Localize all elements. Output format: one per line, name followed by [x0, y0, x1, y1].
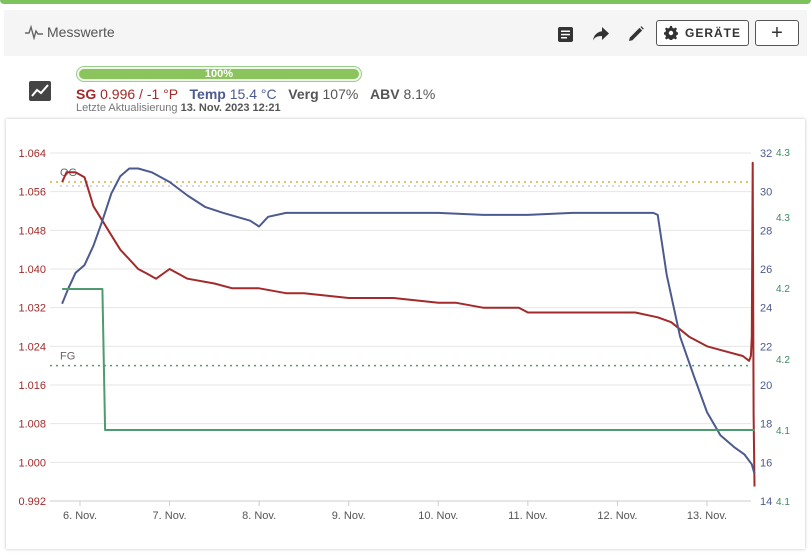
abv-label: ABV — [370, 86, 400, 102]
chart-line-icon — [29, 81, 51, 101]
toolbar-title: Messwerte — [47, 24, 115, 40]
y-right-temp-tick-label: 30 — [760, 187, 772, 199]
notes-button[interactable] — [554, 23, 576, 45]
y-right-temp-tick-label: 16 — [760, 457, 772, 469]
last-updated: Letzte Aktualisierung 13. Nov. 2023 12:2… — [76, 102, 281, 114]
top-accent-bar — [0, 0, 811, 4]
readings-line: SG 0.996 / -1 °P Temp 15.4 °C Verg 107% … — [76, 86, 435, 102]
sg-value: 0.996 / -1 °P — [100, 86, 178, 102]
devices-label: GERÄTE — [684, 26, 741, 40]
temp-value: 15.4 °C — [229, 86, 277, 102]
edit-button[interactable] — [625, 23, 647, 45]
y-right-temp-tick-label: 14 — [760, 496, 772, 508]
progress-fill — [79, 69, 359, 79]
toolbar: Messwerte GERÄTE + — [4, 10, 807, 56]
share-button[interactable] — [590, 23, 612, 45]
chart-card: 1.064 1.056 1.048 1.040 1.032 1.024 1.016 1.008… — [6, 119, 805, 549]
y-right-battery-tick-label: 4.3 — [776, 213, 790, 224]
attenuation-value: 107% — [322, 86, 359, 102]
last-updated-value: 13. Nov. 2023 12:21 — [180, 102, 281, 114]
x-tick-label: 9. Nov. — [332, 510, 366, 522]
y-left-tick-label: 1.040 — [18, 264, 46, 276]
series-line-sg — [61, 161, 756, 487]
temp-label: Temp — [189, 86, 226, 102]
gear-icon — [663, 26, 678, 40]
measurement-chart[interactable]: 1.064 1.056 1.048 1.040 1.032 1.024 1.016 1.008… — [6, 119, 805, 549]
share-arrow-icon — [593, 27, 609, 41]
y-left-tick-label: 1.056 — [18, 187, 46, 199]
y-left-tick-label: 0.992 — [18, 496, 46, 508]
y-right-battery-tick-label: 4.1 — [776, 426, 790, 437]
x-tick-label: 10. Nov. — [418, 510, 458, 522]
y-right-battery-tick-label: 4.1 — [776, 497, 790, 508]
series-line-battery — [62, 288, 755, 431]
y-right-temp-tick-label: 24 — [760, 303, 772, 315]
y-right-temp-tick-label: 28 — [760, 225, 772, 237]
y-left-tick-label: 1.008 — [18, 419, 46, 431]
progress-bar: 100% — [76, 66, 362, 82]
abv-value: 8.1% — [403, 86, 436, 102]
x-tick-label: 6. Nov. — [63, 510, 97, 522]
toolbar-title-group: Messwerte — [24, 24, 115, 40]
y-right-temp-tick-label: 32 — [760, 148, 772, 160]
x-tick-label: 12. Nov. — [597, 510, 637, 522]
y-right-battery-tick-label: 4.3 — [776, 148, 790, 159]
reference-line-label: FG — [60, 351, 75, 363]
sg-label: SG — [76, 86, 97, 102]
series-line-temp — [61, 167, 756, 475]
add-label: + — [771, 21, 783, 44]
y-left-tick-label: 1.000 — [18, 457, 46, 469]
x-tick-label: 13. Nov. — [687, 510, 727, 522]
y-right-temp-tick-label: 18 — [760, 419, 772, 431]
add-button[interactable]: + — [755, 20, 799, 46]
y-right-temp-tick-label: 22 — [760, 341, 772, 353]
pulse-icon — [25, 24, 43, 40]
y-right-battery-tick-label: 4.2 — [776, 284, 790, 295]
y-right-battery-tick-label: 4.2 — [776, 355, 790, 366]
y-left-tick-label: 1.032 — [18, 303, 46, 315]
x-tick-label: 8. Nov. — [242, 510, 276, 522]
y-right-temp-tick-label: 26 — [760, 264, 772, 276]
y-left-tick-label: 1.016 — [18, 380, 46, 392]
pencil-icon — [629, 26, 644, 41]
x-tick-label: 11. Nov. — [508, 510, 547, 522]
x-tick-label: 7. Nov. — [153, 510, 187, 522]
devices-button[interactable]: GERÄTE — [656, 20, 749, 46]
last-updated-label: Letzte Aktualisierung — [76, 102, 178, 114]
y-left-tick-label: 1.048 — [18, 225, 46, 237]
notes-icon — [557, 26, 573, 42]
attenuation-label: Verg — [288, 86, 319, 102]
y-left-tick-label: 1.024 — [18, 341, 46, 353]
y-left-tick-label: 1.064 — [18, 148, 46, 160]
y-right-temp-tick-label: 20 — [760, 380, 772, 392]
progress-label: 100% — [204, 68, 234, 80]
